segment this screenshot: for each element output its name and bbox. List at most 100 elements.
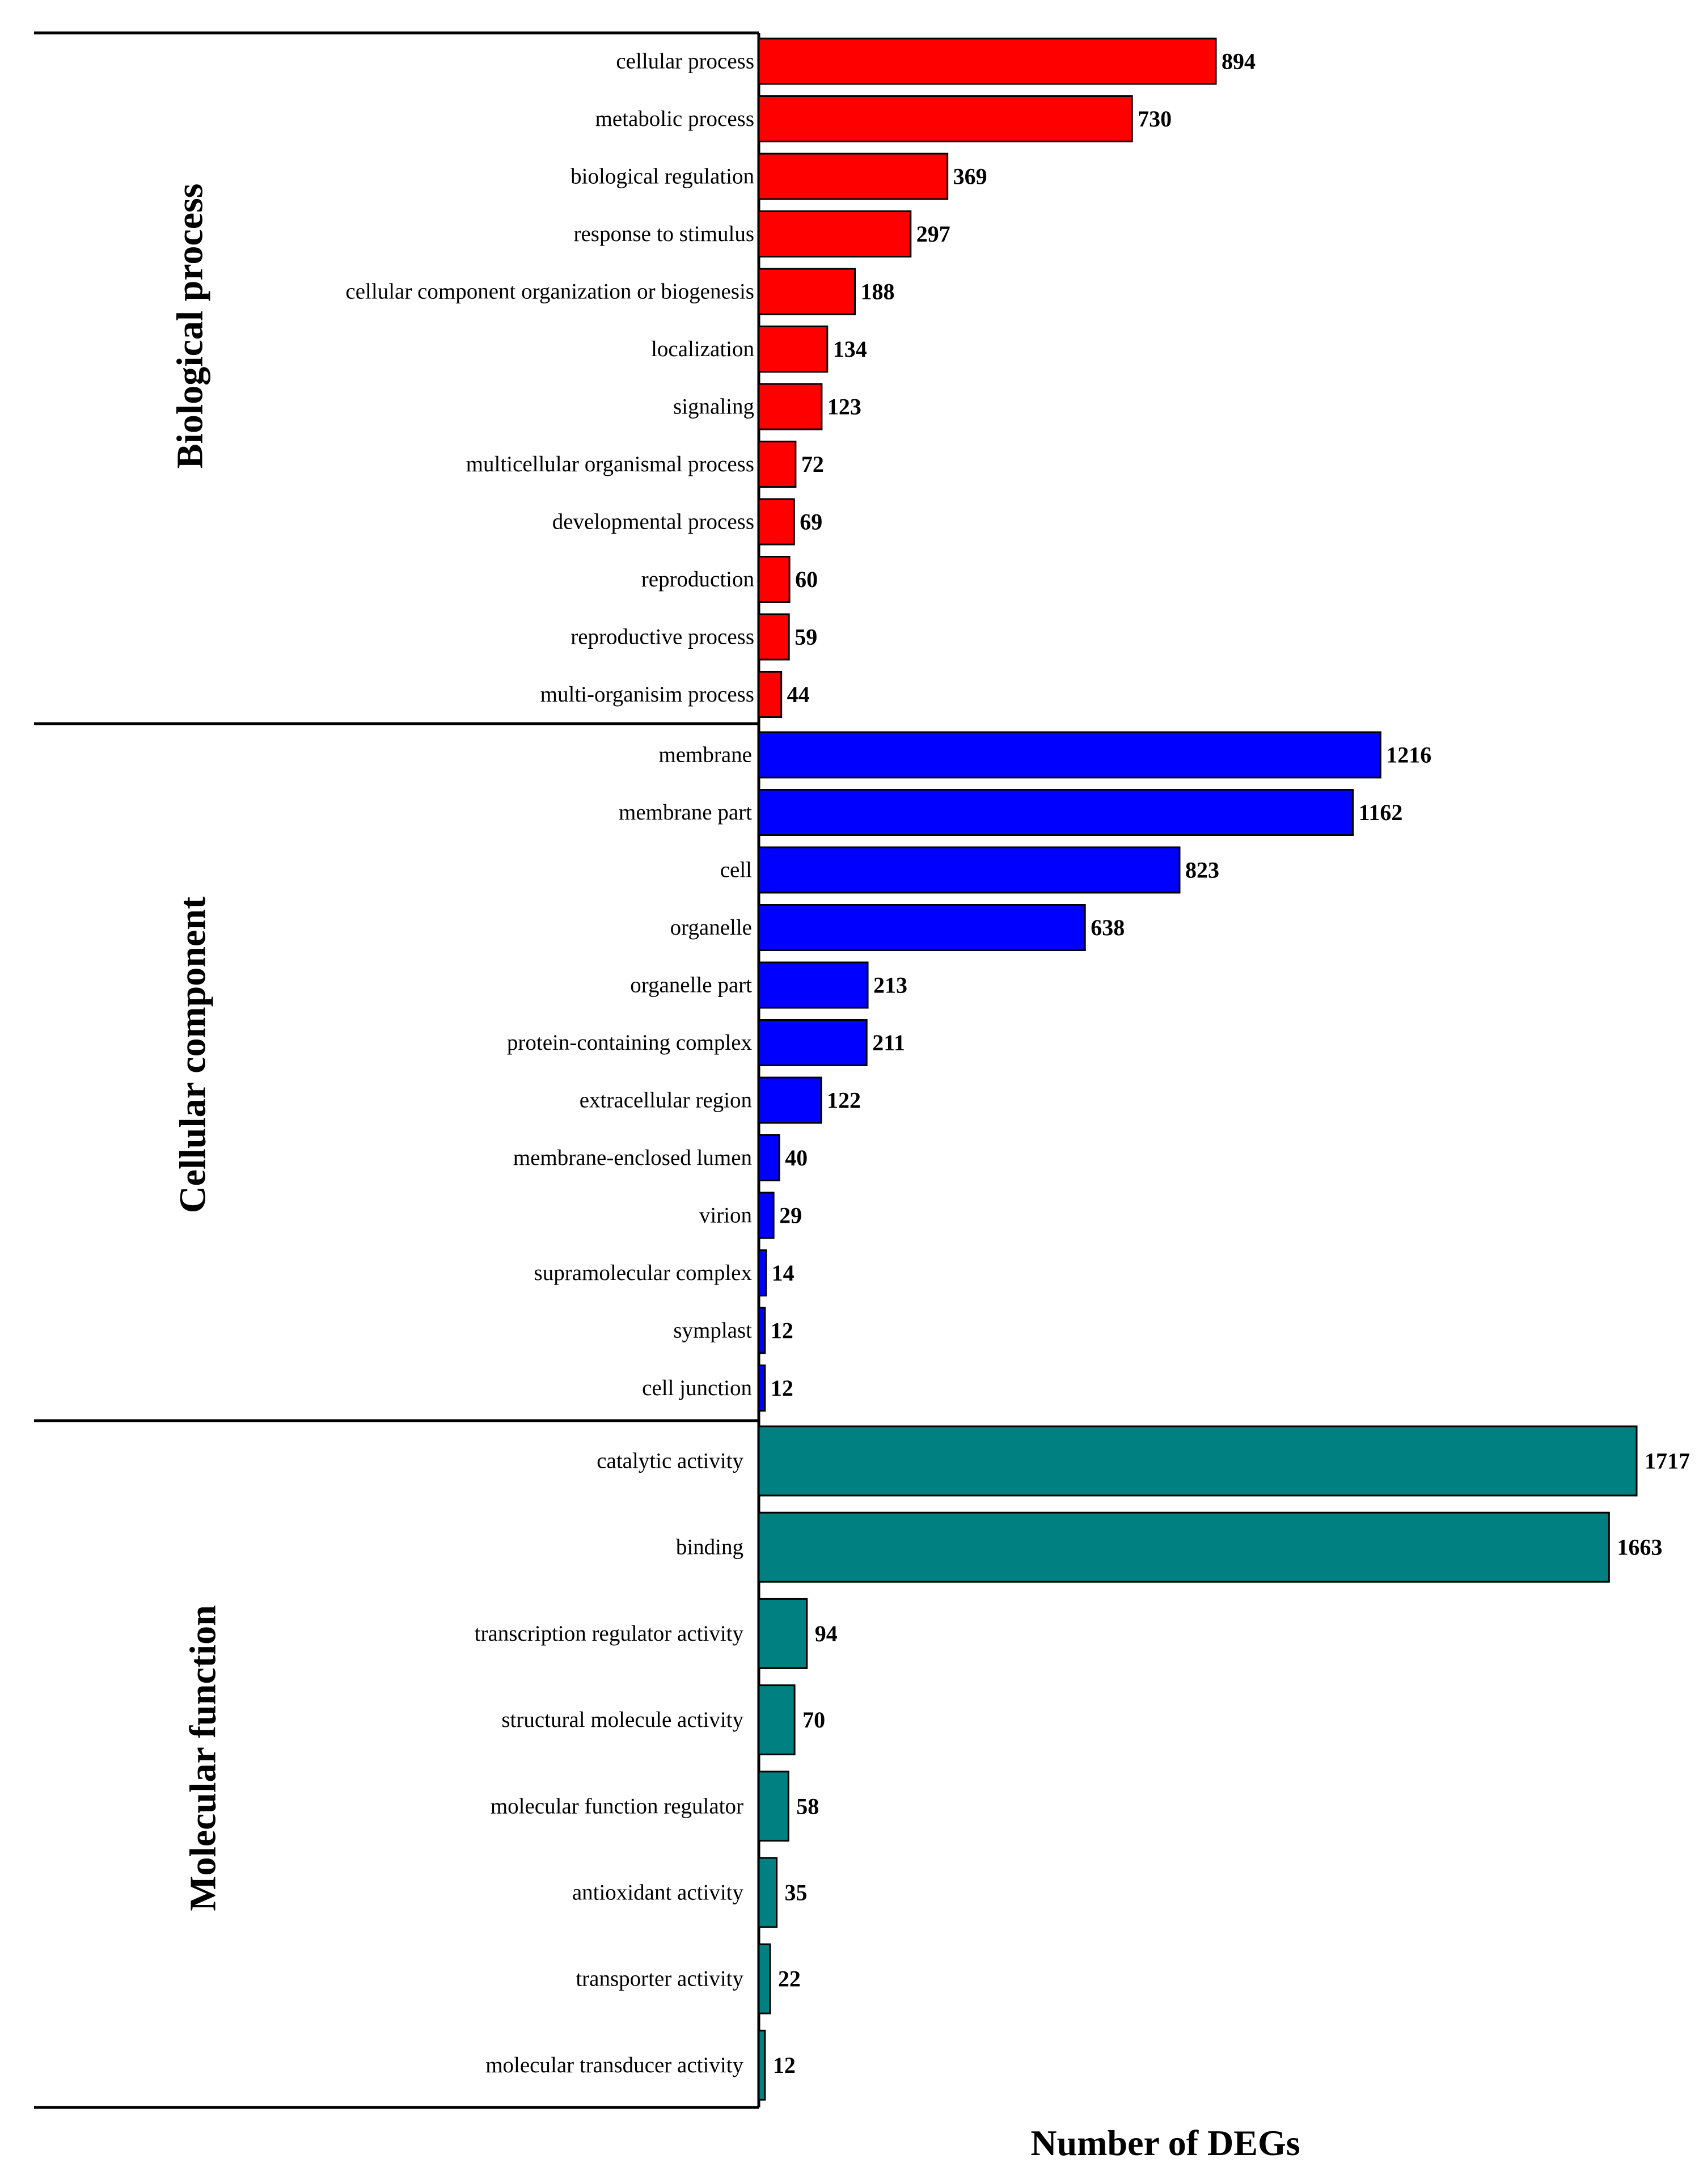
cellular-component-bar — [758, 846, 1181, 894]
biological-process-bar — [758, 556, 791, 603]
category-label: binding — [676, 1535, 743, 1560]
category-label: virion — [699, 1203, 752, 1228]
value-label: 58 — [796, 1793, 819, 1819]
molecular-function-bar — [758, 1943, 771, 2014]
value-label: 1216 — [1386, 742, 1431, 768]
value-label: 22 — [778, 1966, 801, 1992]
molecular-function-bar — [758, 1857, 778, 1928]
value-label: 122 — [827, 1088, 861, 1113]
biological-process-bar — [758, 441, 797, 488]
cellular-component-bar — [758, 1134, 780, 1181]
cellular-component-bar — [758, 731, 1381, 779]
value-label: 35 — [785, 1880, 808, 1906]
category-label: metabolic process — [595, 107, 754, 131]
biological-process-bar — [758, 498, 795, 546]
cellular-component-bar — [758, 1249, 767, 1296]
value-label: 60 — [795, 567, 818, 592]
biological-process-bar — [758, 671, 783, 718]
category-label: cell — [720, 858, 752, 882]
category-label: reproductive process — [571, 625, 754, 649]
category-label: biological regulation — [571, 164, 754, 189]
value-label: 213 — [873, 973, 907, 998]
molecular-function-group-title: Molecular function — [183, 1605, 224, 1911]
biological-process-bar — [758, 95, 1133, 142]
category-label: membrane-enclosed lumen — [513, 1146, 752, 1170]
biological-process-bar — [758, 383, 823, 430]
value-label: 14 — [772, 1260, 795, 1286]
value-label: 134 — [833, 336, 867, 362]
value-label: 12 — [771, 1375, 793, 1401]
cellular-component-bar — [758, 1076, 822, 1124]
category-label: molecular transducer activity — [485, 2053, 743, 2077]
biological-process-bar — [758, 210, 912, 257]
value-label: 72 — [801, 451, 824, 477]
value-label: 29 — [779, 1203, 802, 1228]
molecular-function-bar — [758, 1598, 808, 1669]
cellular-component-bar — [758, 1307, 766, 1354]
category-label: structural molecule activity — [501, 1708, 743, 1732]
value-label: 12 — [773, 2052, 796, 2078]
cellular-component-bar — [758, 961, 869, 1009]
molecular-function-bar — [758, 2029, 766, 2101]
category-label: localization — [651, 337, 754, 361]
value-label: 94 — [815, 1621, 838, 1646]
value-label: 59 — [795, 624, 817, 650]
value-label: 188 — [860, 279, 894, 305]
value-label: 1162 — [1359, 800, 1403, 825]
value-label: 70 — [802, 1707, 825, 1733]
category-label: cellular process — [616, 49, 754, 74]
biological-process-bar — [758, 37, 1217, 85]
value-label: 730 — [1138, 106, 1172, 132]
molecular-function-bar — [758, 1684, 796, 1756]
value-label: 369 — [953, 164, 987, 189]
category-label: multicellular organismal process — [466, 452, 754, 476]
biological-process-group-title: Biological process — [170, 184, 211, 469]
category-label: protein-containing complex — [507, 1030, 753, 1055]
category-label: symplast — [673, 1319, 752, 1343]
category-label: membrane part — [619, 800, 752, 825]
category-label: developmental process — [552, 510, 754, 534]
biological-process-bar — [758, 153, 949, 200]
category-label: reproduction — [641, 567, 754, 592]
value-label: 823 — [1185, 857, 1219, 883]
category-label: molecular function regulator — [491, 1794, 743, 1818]
category-label: antioxidant activity — [572, 1881, 744, 1905]
value-label: 638 — [1091, 915, 1125, 940]
x-axis-title: Number of DEGs — [1030, 2123, 1300, 2163]
cellular-component-bar — [758, 1365, 766, 1412]
value-label: 1663 — [1617, 1535, 1662, 1560]
category-label: signaling — [673, 395, 754, 419]
category-label: extracellular region — [580, 1088, 752, 1113]
category-label: organelle — [670, 915, 752, 940]
molecular-function-bar — [758, 1771, 789, 1842]
value-label: 69 — [800, 509, 822, 535]
value-label: 12 — [771, 1318, 793, 1344]
cellular-component-bar — [758, 1192, 775, 1239]
value-label: 894 — [1222, 49, 1256, 74]
cellular-component-bar — [758, 789, 1354, 836]
category-label: organelle part — [630, 973, 752, 998]
value-label: 211 — [872, 1030, 905, 1055]
category-label: membrane — [658, 743, 752, 767]
biological-process-bar — [758, 268, 856, 315]
molecular-function-bar — [758, 1511, 1610, 1583]
biological-process-bar — [758, 326, 829, 373]
category-label: response to stimulus — [574, 222, 755, 246]
category-label: transcription regulator activity — [475, 1621, 744, 1646]
category-label: cell junction — [642, 1376, 752, 1400]
category-label: multi-organisim process — [540, 682, 754, 707]
value-label: 297 — [916, 221, 950, 247]
value-label: 123 — [827, 394, 861, 420]
value-label: 1717 — [1645, 1448, 1690, 1474]
cellular-component-bar — [758, 904, 1086, 951]
biological-process-bar — [758, 613, 790, 661]
category-label: catalytic activity — [597, 1449, 743, 1473]
category-label: transporter activity — [576, 1967, 743, 1991]
value-label: 40 — [785, 1145, 808, 1171]
category-label: supramolecular complex — [534, 1261, 753, 1285]
bars-layer: Biological process cellular process 894 met… — [170, 37, 1690, 2101]
cellular-component-group-title: Cellular component — [172, 897, 214, 1213]
cellular-component-bar — [758, 1019, 868, 1066]
molecular-function-bar — [758, 1425, 1638, 1497]
